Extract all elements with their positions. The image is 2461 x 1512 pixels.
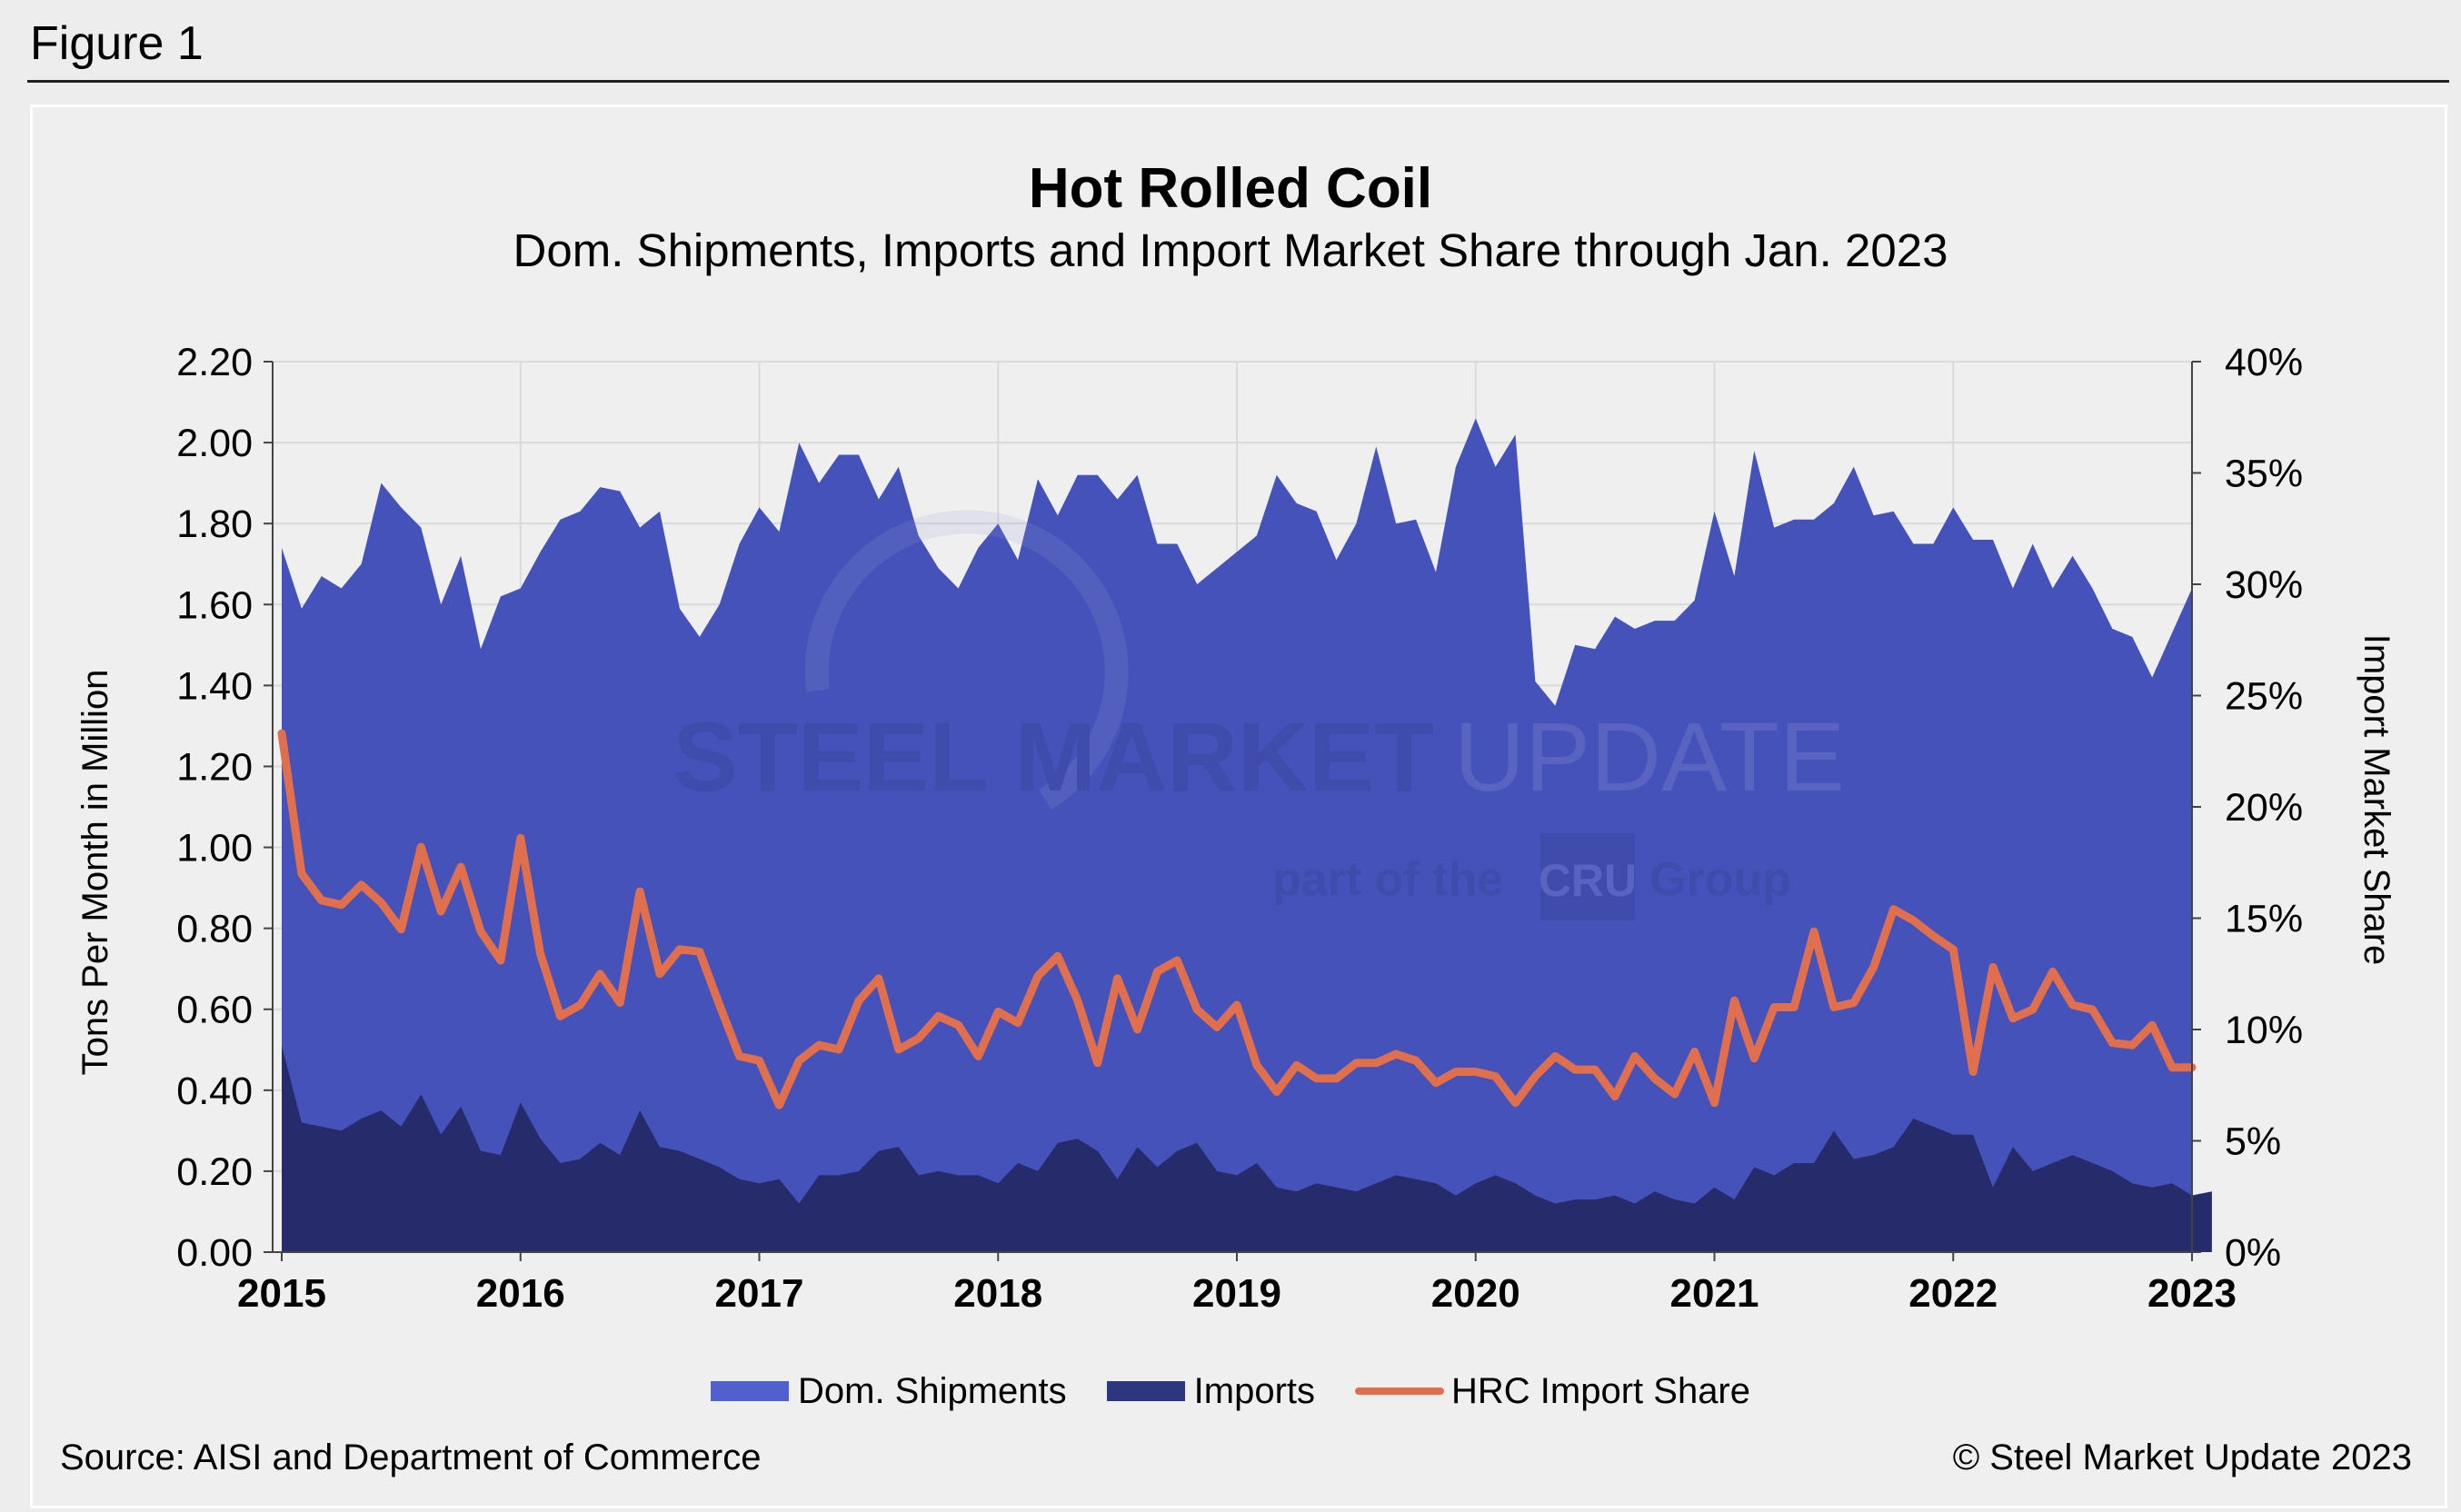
y2-axis-label: Import Market Share: [2356, 634, 2396, 966]
y2-tick-label: 5%: [2225, 1120, 2281, 1164]
y-tick-label: 1.40: [176, 664, 253, 708]
legend: Dom. Shipments Imports HRC Import Share: [0, 1368, 2461, 1415]
top-rule: [27, 80, 2449, 83]
y2-tick-label: 15%: [2225, 898, 2303, 941]
y-tick-label: 0.60: [176, 989, 253, 1032]
y-tick-label: 1.80: [176, 502, 253, 546]
chart-subtitle: Dom. Shipments, Imports and Import Marke…: [513, 224, 1948, 276]
watermark-brand-bold: STEEL MARKET: [673, 701, 1434, 811]
y-tick-label: 0.20: [176, 1150, 253, 1194]
x-tick-label: 2019: [1192, 1271, 1281, 1316]
y2-tick-label: 35%: [2225, 453, 2303, 496]
x-tick-label: 2015: [237, 1271, 326, 1316]
x-tick-label: 2017: [715, 1271, 804, 1316]
legend-item-import-share: HRC Import Share: [1355, 1371, 1750, 1412]
watermark-arc-icon: [804, 510, 1129, 811]
watermark-cru-logo: [1540, 833, 1635, 920]
legend-item-imports: Imports: [1106, 1370, 1316, 1412]
y-tick-label: 1.00: [176, 827, 253, 870]
legend-label-imports: Imports: [1193, 1370, 1316, 1411]
legend-item-dom-shipments: Dom. Shipments: [710, 1370, 1067, 1412]
y-tick-label: 1.60: [176, 583, 253, 627]
source-note: Source: AISI and Department of Commerce: [60, 1437, 762, 1477]
y2-tick-label: 10%: [2225, 1009, 2303, 1052]
series-import-share-line: [277, 729, 2197, 1109]
legend-label-import-share: HRC Import Share: [1451, 1370, 1750, 1411]
y2-tick-label: 40%: [2225, 341, 2303, 384]
legend-swatch-imports: [1106, 1381, 1185, 1401]
y-tick-label: 0.40: [176, 1069, 253, 1113]
legend-swatch-dom-shipments: [710, 1381, 789, 1401]
legend-label-dom-shipments: Dom. Shipments: [797, 1370, 1067, 1411]
y-tick-label: 2.00: [176, 422, 253, 465]
x-tick-label: 2016: [476, 1271, 565, 1316]
y-tick-label: 1.20: [176, 745, 253, 789]
watermark: STEEL MARKET UPDATE part of the CRU Grou…: [673, 510, 1845, 920]
x-tick-label: 2023: [2147, 1271, 2237, 1316]
y2-tick-label: 20%: [2225, 786, 2303, 830]
x-tick-label: 2022: [1908, 1271, 1998, 1316]
series-imports-area: [282, 1045, 2212, 1252]
series-dom-shipments-area: [282, 418, 2192, 1252]
figure-label: Figure 1: [30, 17, 204, 70]
y-tick-label: 0.80: [176, 908, 253, 951]
legend-swatch-import-share: [1355, 1388, 1445, 1395]
y2-tick-label: 0%: [2225, 1231, 2281, 1275]
copyright-note: © Steel Market Update 2023: [1952, 1437, 2412, 1477]
y-tick-label: 0.00: [176, 1231, 253, 1275]
y-tick-label: 2.20: [176, 341, 253, 384]
chart-title: Hot Rolled Coil: [1028, 157, 1433, 220]
x-tick-label: 2018: [953, 1271, 1042, 1316]
x-tick-label: 2020: [1431, 1271, 1520, 1316]
y-axis-label: Tons Per Month in Million: [75, 670, 115, 1076]
x-tick-label: 2021: [1670, 1271, 1759, 1316]
watermark-tagline-post: Group: [1649, 853, 1791, 906]
y2-tick-label: 25%: [2225, 675, 2303, 719]
watermark-cru-text: CRU: [1539, 855, 1637, 906]
watermark-brand-light: UPDATE: [1454, 701, 1845, 811]
y2-tick-label: 30%: [2225, 563, 2303, 607]
watermark-tagline-pre: part of the: [1272, 853, 1503, 906]
